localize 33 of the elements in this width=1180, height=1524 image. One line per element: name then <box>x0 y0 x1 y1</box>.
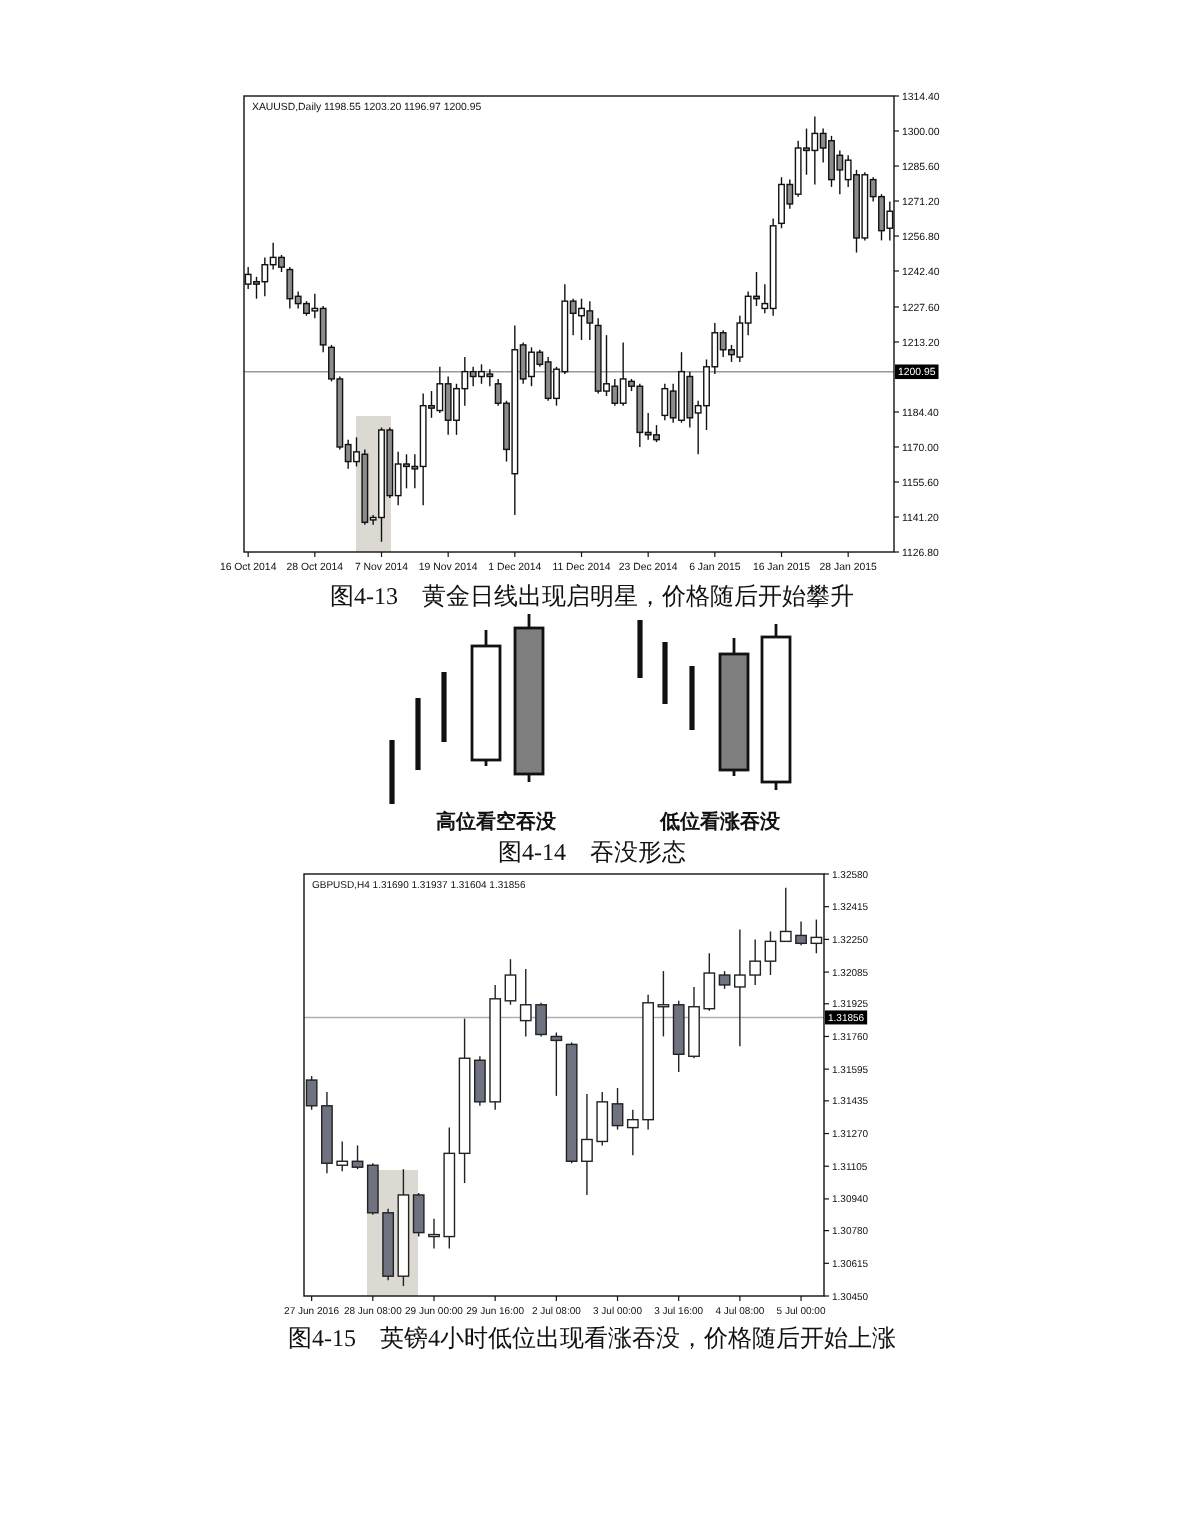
candlestick <box>403 453 410 490</box>
candlestick <box>764 930 777 976</box>
candlestick <box>469 366 477 387</box>
candlestick <box>351 1144 364 1170</box>
candlestick <box>611 1087 624 1131</box>
candlestick <box>286 266 294 310</box>
candlestick <box>586 300 594 341</box>
candlestick <box>828 135 835 188</box>
candlestick <box>319 305 327 353</box>
candlestick <box>686 370 694 429</box>
candlestick <box>578 298 585 341</box>
caption: 图4-15 英镑4小时低位出现看涨吞没，价格随后开始上涨 <box>288 1324 896 1352</box>
candlestick <box>619 341 627 407</box>
candlestick <box>544 356 552 402</box>
text: 高位看空吞没 <box>436 810 558 834</box>
candlestick <box>778 176 785 229</box>
candlestick <box>794 140 802 198</box>
candlestick <box>444 375 452 436</box>
candlestick <box>661 383 669 421</box>
candlestick <box>528 346 535 387</box>
candlestick <box>486 368 494 387</box>
candlestick <box>636 383 644 448</box>
candlestick <box>550 1031 563 1097</box>
text: 低位看涨吞没 <box>658 810 782 834</box>
candlestick <box>811 115 819 186</box>
caption: 图4-14 吞没形态 <box>498 838 686 866</box>
candlestick <box>436 366 444 414</box>
candlestick <box>478 363 485 385</box>
candlestick <box>261 256 269 297</box>
caption: 图4-13 黄金日线出现启明星，价格随后开始攀升 <box>330 582 854 610</box>
candlestick <box>611 378 619 407</box>
candlestick <box>504 958 517 1006</box>
candlestick <box>412 1192 425 1238</box>
